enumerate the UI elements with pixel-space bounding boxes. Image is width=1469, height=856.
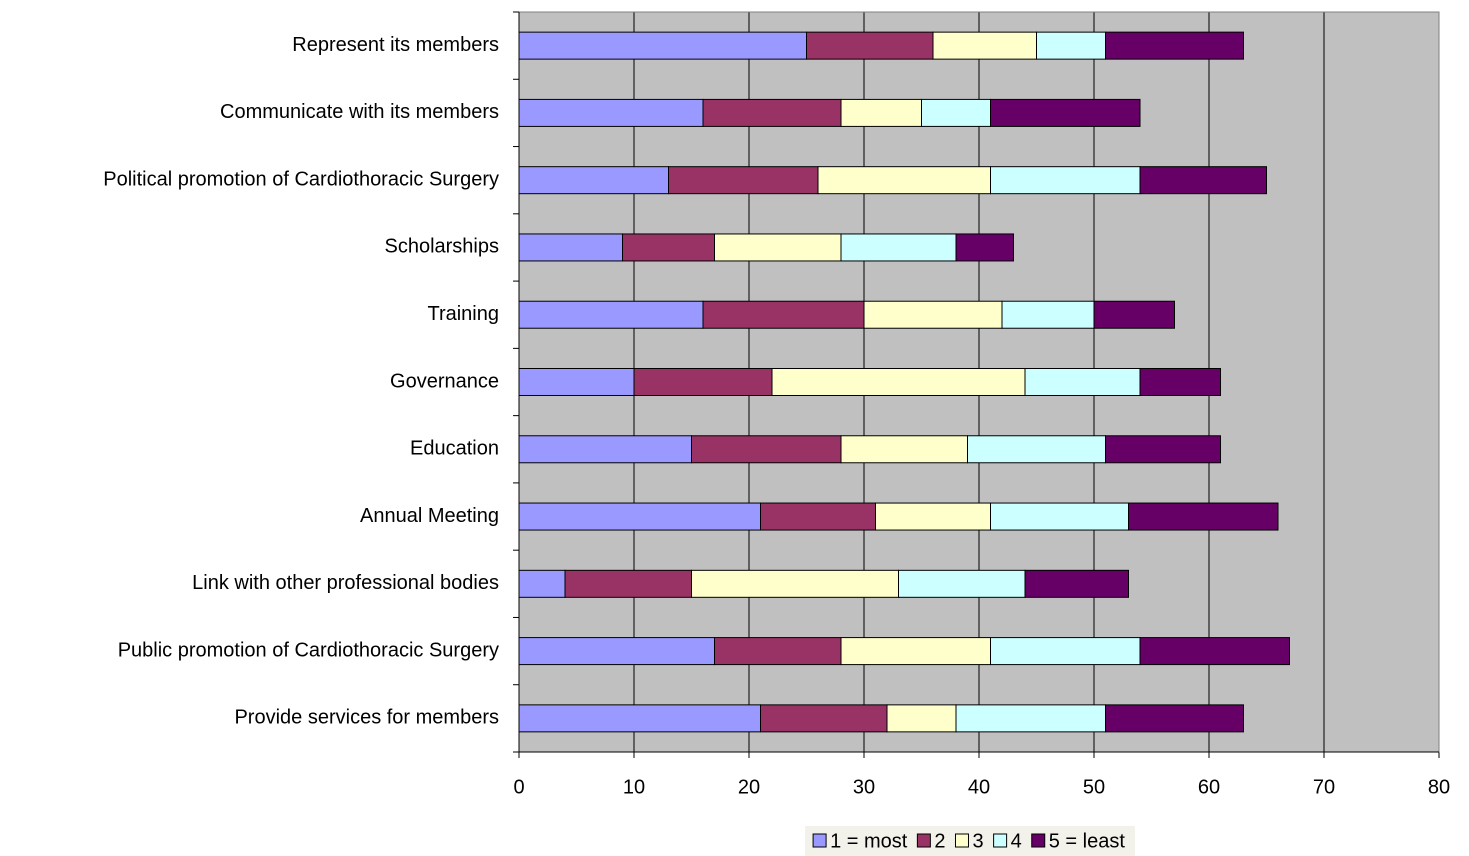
bar-segment	[886, 704, 957, 733]
x-tick-label: 30	[853, 776, 875, 798]
y-tick-label: Training	[427, 303, 499, 325]
y-tick-label: Annual Meeting	[360, 505, 499, 527]
bar-segment	[955, 233, 1014, 262]
bar-segment	[518, 704, 761, 733]
legend-label: 4	[1011, 830, 1022, 852]
y-tick-label: Public promotion of Cardiothoracic Surge…	[118, 639, 499, 661]
bar-segment	[921, 98, 991, 127]
y-tick-label: Scholarships	[384, 236, 499, 258]
bar-segment	[990, 166, 1141, 195]
x-tick-label: 60	[1198, 776, 1220, 798]
bar-segment	[702, 98, 842, 127]
legend-swatch	[993, 833, 1008, 848]
bar-segment	[967, 435, 1106, 464]
legend-label: 5 = least	[1049, 830, 1126, 852]
y-tick-label: Governance	[390, 370, 499, 392]
y-tick-label: Represent its members	[292, 34, 499, 56]
y-tick-label: Provide services for members	[234, 707, 499, 729]
bar-segment	[1024, 368, 1141, 396]
bar-segment	[806, 31, 934, 60]
bar-segment	[518, 300, 704, 329]
legend-label: 3	[972, 830, 983, 852]
x-tick-label: 50	[1083, 776, 1105, 798]
x-tick-label: 10	[623, 776, 645, 798]
bar-segment	[898, 569, 1026, 598]
legend-box	[805, 826, 1135, 856]
bar-segment	[1105, 435, 1221, 464]
y-tick-label: Education	[410, 438, 499, 460]
bar-segment	[1024, 569, 1129, 598]
x-tick-label: 0	[513, 776, 524, 798]
bar-segment	[564, 569, 692, 598]
bar-segment	[817, 166, 991, 195]
bar-segment	[714, 637, 842, 666]
y-tick-label: Link with other professional bodies	[192, 572, 499, 594]
bar-segment	[760, 704, 888, 733]
legend-swatch	[812, 833, 827, 848]
legend-swatch	[1031, 833, 1046, 848]
bar-segment	[518, 502, 761, 531]
bar-segment	[932, 31, 1037, 60]
bar-segment	[1128, 502, 1279, 531]
bar-segment	[714, 233, 842, 262]
bar-segment	[633, 368, 773, 396]
bar-segment	[955, 704, 1106, 733]
bar-segment	[1105, 704, 1244, 733]
bar-segment	[518, 233, 623, 262]
y-tick-label: Communicate with its members	[220, 101, 499, 123]
bar-segment	[840, 435, 968, 464]
bar-segment	[702, 300, 865, 329]
bar-segment	[1139, 637, 1290, 666]
bar-segment	[691, 435, 842, 464]
bar-segment	[518, 98, 704, 127]
bar-segment	[990, 637, 1141, 666]
x-tick-label: 80	[1428, 776, 1450, 798]
bar-segment	[840, 233, 957, 262]
x-tick-label: 20	[738, 776, 760, 798]
bar-segment	[518, 166, 669, 195]
bar-segment	[518, 31, 807, 60]
bar-segment	[691, 569, 899, 598]
bar-segment	[840, 98, 922, 127]
bar-segment	[668, 166, 819, 195]
bar-segment	[518, 435, 692, 464]
legend-swatch	[916, 833, 931, 848]
bar-segment	[622, 233, 715, 262]
bar-segment	[863, 300, 1003, 329]
bar-segment	[1001, 300, 1095, 329]
bar-segment	[990, 502, 1129, 531]
bar-segment	[1139, 368, 1221, 396]
bar-segment	[1139, 166, 1267, 195]
y-tick-label: Political promotion of Cardiothoracic Su…	[103, 168, 499, 190]
bar-segment	[760, 502, 876, 531]
bar-segment	[518, 368, 635, 396]
x-tick-label: 70	[1313, 776, 1335, 798]
bar-segment	[1036, 31, 1106, 60]
bar-segment	[990, 98, 1141, 127]
bar-segment	[1093, 300, 1175, 329]
x-tick-label: 40	[968, 776, 990, 798]
legend-swatch	[954, 833, 969, 848]
bar-segment	[840, 637, 991, 666]
bar-segment	[771, 368, 1026, 396]
legend-label: 1 = most	[830, 830, 908, 852]
bar-segment	[875, 502, 991, 531]
bar-segment	[518, 569, 566, 598]
legend-label: 2	[934, 830, 945, 852]
bar-segment	[518, 637, 715, 666]
bar-segment	[1105, 31, 1244, 60]
